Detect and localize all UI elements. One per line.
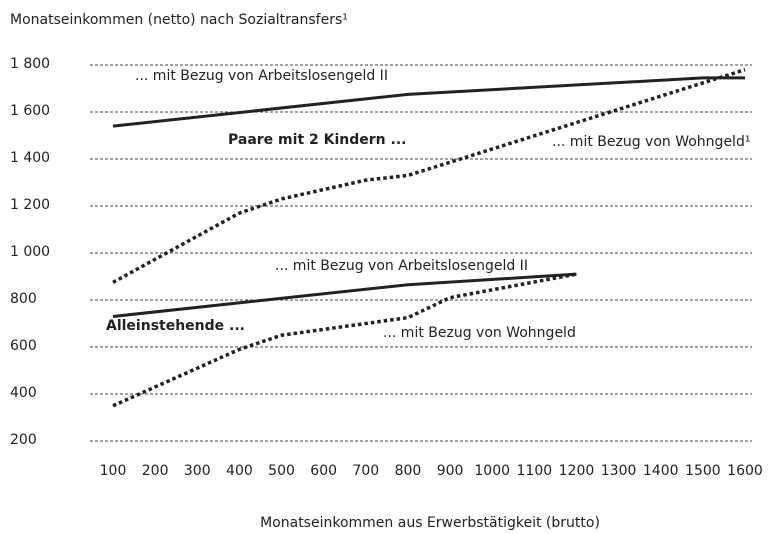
y-tick-label: 600 [10,338,37,354]
annotation: Paare mit 2 Kindern ... [228,132,406,148]
y-tick-label: 1 400 [10,150,50,166]
x-tick-label: 600 [310,463,337,479]
line [112,68,746,284]
line [112,272,577,318]
y-tick-label: 200 [10,432,37,448]
annotation: ... mit Bezug von Wohngeld¹ [552,134,750,150]
x-tick-label: 200 [142,463,169,479]
y-tick-label: 1 600 [10,103,50,119]
x-tick-label: 400 [226,463,253,479]
y-tick-label: 1 000 [10,244,50,260]
x-tick-label: 1400 [643,463,679,479]
x-tick-label: 100 [100,463,127,479]
annotation: ... mit Bezug von Arbeitslosengeld II [275,258,528,274]
x-axis-label: Monatseinkommen aus Erwerbstätigkeit (br… [260,515,600,531]
x-tick-label: 1600 [727,463,763,479]
x-tick-label: 300 [184,463,211,479]
x-tick-label: 1500 [685,463,721,479]
y-tick-label: 1 200 [10,197,50,213]
x-tick-label: 1100 [517,463,553,479]
annotation: ... mit Bezug von Wohngeld [383,325,576,341]
chart-title: Monatseinkommen (netto) nach Sozialtrans… [10,12,348,28]
x-tick-label: 800 [395,463,422,479]
x-tick-label: 1200 [559,463,595,479]
line [112,272,577,408]
x-tick-label: 1000 [474,463,510,479]
line [112,76,745,128]
y-tick-label: 1 800 [10,56,50,72]
x-tick-label: 500 [268,463,295,479]
x-tick-label: 900 [437,463,464,479]
annotation: ... mit Bezug von Arbeitslosengeld II [135,68,388,84]
x-tick-label: 700 [352,463,379,479]
y-tick-label: 400 [10,385,37,401]
annotation: Alleinstehende ... [106,318,245,334]
y-tick-label: 800 [10,291,37,307]
x-tick-label: 1300 [601,463,637,479]
